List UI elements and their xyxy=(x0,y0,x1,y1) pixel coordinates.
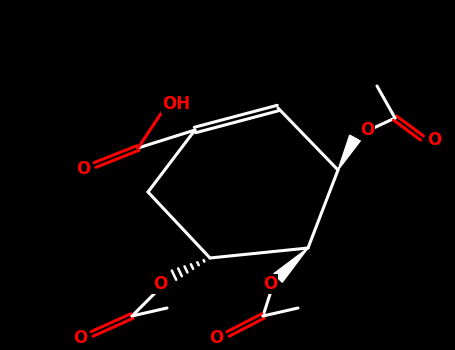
Polygon shape xyxy=(338,135,360,170)
Polygon shape xyxy=(274,248,308,282)
Text: O: O xyxy=(209,329,223,347)
Text: O: O xyxy=(76,160,90,178)
Text: O: O xyxy=(153,275,167,293)
Text: O: O xyxy=(360,121,374,139)
Text: O: O xyxy=(263,275,277,293)
Text: O: O xyxy=(73,329,87,347)
Text: O: O xyxy=(427,131,441,149)
Text: OH: OH xyxy=(162,95,190,113)
